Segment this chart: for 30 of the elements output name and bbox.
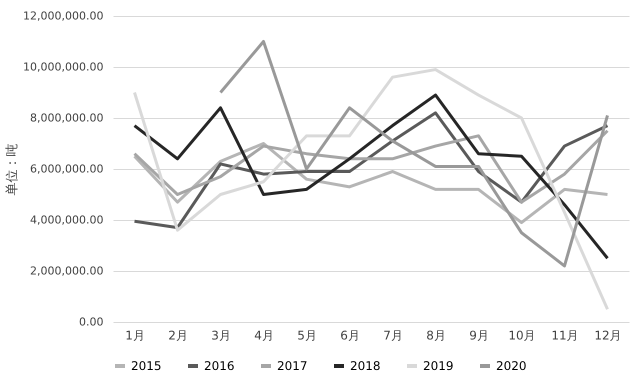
x-tick-label: 8月 <box>426 328 446 342</box>
x-tick-label: 6月 <box>340 328 360 342</box>
x-tick-label: 12月 <box>594 328 622 342</box>
y-tick-label: 4,000,000.00 <box>30 214 104 226</box>
y-tick-label: 6,000,000.00 <box>30 162 104 176</box>
line-series <box>133 142 609 224</box>
legend-label: 2018 <box>350 359 381 373</box>
line-series <box>133 129 609 204</box>
x-tick-label: 3月 <box>211 328 231 342</box>
y-tick-label: 0.00 <box>79 316 104 328</box>
legend-label: 2016 <box>204 359 235 373</box>
x-tick-label: 9月 <box>469 328 489 342</box>
legend-label: 2015 <box>131 359 162 373</box>
y-tick-label: 2,000,000.00 <box>30 264 104 278</box>
y-axis-title: 单位：吨 <box>5 144 20 196</box>
x-tick-label: 11月 <box>551 328 579 342</box>
line-series <box>219 40 609 268</box>
x-tick-label: 2月 <box>168 328 188 342</box>
y-tick-label: 12,000,000.00 <box>23 10 104 22</box>
x-tick-label: 7月 <box>383 328 403 342</box>
x-tick-label: 10月 <box>508 328 536 342</box>
x-tick-label: 5月 <box>297 328 317 342</box>
x-tick-label: 1月 <box>125 328 145 342</box>
y-tick-label: 8,000,000.00 <box>30 112 104 124</box>
x-tick-label: 4月 <box>254 328 274 342</box>
legend-label: 2020 <box>496 359 527 373</box>
line-series <box>133 94 609 260</box>
y-tick-label: 10,000,000.00 <box>23 60 104 74</box>
legend-label: 2017 <box>277 359 308 373</box>
legend-label: 2019 <box>423 359 454 373</box>
